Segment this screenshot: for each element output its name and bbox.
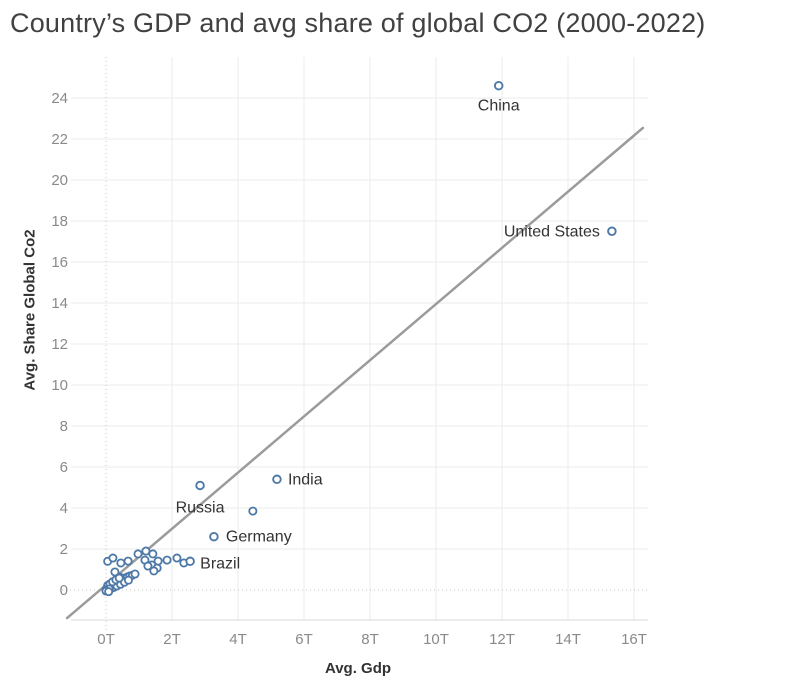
y-tick-label: 18	[51, 213, 68, 230]
y-tick-label: 20	[51, 172, 68, 189]
y-tick-label: 2	[60, 541, 68, 558]
data-point[interactable]	[114, 573, 124, 583]
data-point[interactable]	[162, 555, 172, 565]
data-point[interactable]	[130, 569, 140, 579]
y-tick-label: 12	[51, 336, 68, 353]
point-label-india: India	[288, 471, 323, 488]
x-tick-label: 14T	[555, 631, 581, 648]
x-axis-title: Avg. Gdp	[324, 660, 392, 677]
data-point[interactable]	[143, 561, 153, 571]
point-label-russia: Russia	[176, 499, 225, 516]
data-point-india[interactable]	[272, 474, 282, 485]
data-point[interactable]	[123, 575, 133, 585]
data-point-germany[interactable]	[209, 531, 219, 542]
data-point[interactable]	[148, 549, 158, 559]
x-tick-label: 6T	[295, 631, 313, 648]
x-tick-label: 8T	[361, 631, 379, 648]
y-tick-label: 14	[51, 295, 68, 312]
x-tick-label: 2T	[163, 631, 181, 648]
y-tick-label: 6	[60, 459, 68, 476]
data-point-brazil[interactable]	[185, 556, 195, 567]
data-point[interactable]	[149, 566, 159, 576]
tick-labels: 0T 2T 4T 6T 8T 10T 12T 14T 16T024681012141618202…	[51, 90, 647, 648]
y-tick-label: 16	[51, 254, 68, 271]
point-label-china: China	[478, 98, 520, 115]
data-point[interactable]	[108, 553, 118, 563]
point-label-united-states: United States	[504, 223, 600, 240]
data-point[interactable]	[153, 556, 163, 566]
data-point[interactable]	[123, 556, 133, 566]
point-label-germany: Germany	[226, 529, 292, 546]
data-point[interactable]	[116, 558, 126, 568]
point-label-brazil: Brazil	[200, 555, 240, 572]
data-point[interactable]	[104, 587, 114, 597]
x-tick-label: 12T	[489, 631, 515, 648]
data-points	[101, 80, 617, 597]
x-tick-label: 10T	[423, 631, 449, 648]
y-tick-label: 22	[51, 131, 68, 148]
y-tick-label: 24	[51, 90, 68, 107]
y-tick-label: 10	[51, 377, 68, 394]
y-tick-label: 0	[60, 582, 68, 599]
data-point-russia[interactable]	[195, 480, 205, 491]
data-point-china[interactable]	[493, 80, 504, 91]
y-tick-label: 4	[60, 500, 68, 517]
data-point[interactable]	[133, 549, 143, 559]
trend-line	[65, 126, 645, 620]
gridlines	[62, 57, 648, 632]
x-tick-label: 16T	[621, 631, 647, 648]
data-point[interactable]	[248, 506, 258, 516]
chart-title: Country’s GDP and avg share of global CO…	[10, 8, 706, 38]
data-point-united-states[interactable]	[607, 226, 617, 236]
x-tick-label: 0T	[97, 631, 115, 648]
x-tick-label: 4T	[229, 631, 247, 648]
y-tick-label: 8	[60, 418, 68, 435]
y-axis-title: Avg. Share Global Co2	[21, 229, 39, 391]
data-point[interactable]	[172, 553, 182, 563]
